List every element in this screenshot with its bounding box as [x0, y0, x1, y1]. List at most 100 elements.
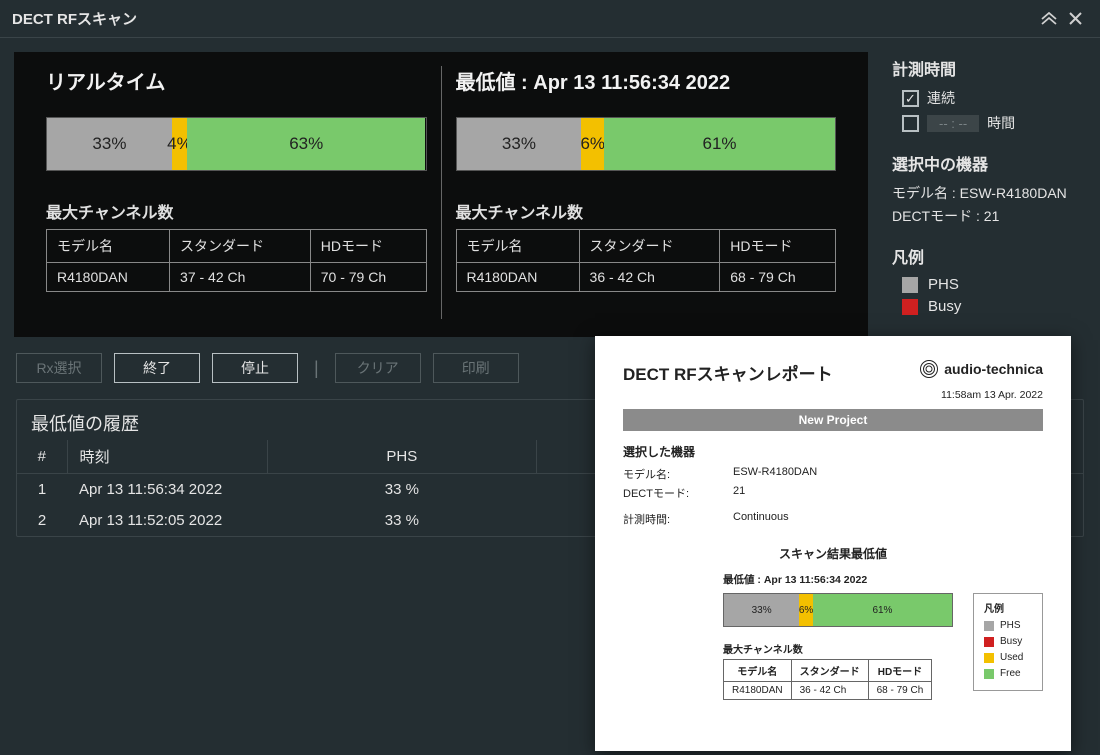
rep-time-v: Continuous	[733, 511, 789, 527]
report-maxch-label: 最大チャンネル数	[723, 641, 953, 656]
max-ch-label: 最大チャンネル数	[46, 199, 427, 223]
legend-title: 凡例	[892, 244, 1086, 268]
legend-swatch	[902, 299, 918, 315]
history-th[interactable]: PHS	[267, 440, 537, 474]
report-bar: 33%6%61%	[723, 593, 953, 627]
hours-input[interactable]: -- : --	[927, 115, 979, 132]
rep-model-v: ESW-R4180DAN	[733, 466, 817, 482]
brand-logo-icon	[920, 360, 938, 378]
legend-list: PHS Busy	[892, 276, 1086, 315]
checkbox-continuous[interactable]	[902, 90, 919, 107]
bar-segment: 33%	[724, 594, 799, 626]
td-std: 36 - 42 Ch	[579, 263, 720, 292]
rth-hd: HDモード	[868, 660, 932, 682]
history-cell: 33 %	[267, 474, 537, 506]
td-hd: 70 - 79 Ch	[310, 263, 426, 292]
measure-title: 計測時間	[892, 56, 1086, 80]
stop-button[interactable]: 停止	[212, 353, 298, 383]
bar-lowest: 33%6%61%	[456, 117, 837, 171]
report-title: DECT RFスキャンレポート	[623, 360, 920, 385]
model-name: モデル名 : ESW-R4180DAN	[892, 183, 1086, 203]
report-legend-list: PHS Busy Used Free	[984, 620, 1032, 679]
table-lowest: モデル名 スタンダード HDモード R4180DAN 36 - 42 Ch 68…	[456, 229, 837, 292]
hours-label: 時間	[987, 113, 1015, 133]
clear-button: クリア	[335, 353, 421, 383]
bar-segment: 33%	[47, 118, 172, 170]
rep-dect-v: 21	[733, 485, 745, 501]
bar-segment: 6%	[581, 118, 604, 170]
panel-title-realtime: リアルタイム	[46, 66, 427, 95]
legend-item: PHS	[984, 620, 1032, 631]
brand: audio-technica	[920, 360, 1043, 378]
td-model: R4180DAN	[456, 263, 579, 292]
rep-model-k: モデル名:	[623, 466, 733, 482]
history-cell: Apr 13 11:56:34 2022	[67, 474, 267, 506]
rep-time-k: 計測時間:	[623, 511, 733, 527]
legend-label: Free	[1000, 668, 1021, 679]
selected-device-title: 選択中の機器	[892, 151, 1086, 175]
report-result-title: スキャン結果最低値	[623, 545, 1043, 562]
chart-panels: リアルタイム 33%4%63% 最大チャンネル数 モデル名 スタンダード HDモ…	[14, 52, 868, 337]
rep-dect-k: DECTモード:	[623, 485, 733, 501]
legend-item: PHS	[902, 276, 1086, 293]
legend-item: Busy	[902, 298, 1086, 315]
bar-segment: 6%	[799, 594, 813, 626]
title-bar: DECT RFスキャン	[0, 0, 1100, 38]
close-icon[interactable]	[1062, 11, 1088, 26]
td-std: 37 - 42 Ch	[170, 263, 311, 292]
legend-label: Busy	[928, 298, 961, 315]
bar-realtime: 33%4%63%	[46, 117, 427, 171]
th-model: モデル名	[456, 230, 579, 263]
panel-lowest: 最低値 : Apr 13 11:56:34 2022 33%6%61% 最大チャ…	[441, 66, 851, 319]
legend-swatch	[984, 669, 994, 679]
bar-segment: 63%	[187, 118, 425, 170]
rx-select-button: Rx選択	[16, 353, 102, 383]
end-button[interactable]: 終了	[114, 353, 200, 383]
continuous-label: 連続	[927, 88, 955, 108]
panel-realtime: リアルタイム 33%4%63% 最大チャンネル数 モデル名 スタンダード HDモ…	[32, 66, 441, 319]
bar-segment: 61%	[813, 594, 952, 626]
table-realtime: モデル名 スタンダード HDモード R4180DAN 37 - 42 Ch 70…	[46, 229, 427, 292]
legend-label: Busy	[1000, 636, 1022, 647]
rth-model: モデル名	[724, 660, 792, 682]
legend-label: PHS	[928, 276, 959, 293]
legend-swatch	[902, 277, 918, 293]
legend-item: Used	[984, 652, 1032, 663]
td-hd: 68 - 79 Ch	[720, 263, 836, 292]
history-cell: 33 %	[267, 505, 537, 536]
report-sub: 最低値 : Apr 13 11:56:34 2022	[723, 572, 1043, 587]
legend-swatch	[984, 653, 994, 663]
print-button: 印刷	[433, 353, 519, 383]
th-hd: HDモード	[720, 230, 836, 263]
bar-segment: 61%	[604, 118, 835, 170]
th-hd: HDモード	[310, 230, 426, 263]
report-selected-title: 選択した機器	[623, 443, 1043, 460]
history-cell: 1	[17, 474, 67, 506]
bar-segment: 33%	[457, 118, 582, 170]
button-separator: |	[314, 358, 319, 379]
brand-name: audio-technica	[944, 361, 1043, 377]
report-timestamp: 11:58am 13 Apr. 2022	[623, 389, 1043, 401]
legend-swatch	[984, 621, 994, 631]
legend-label: PHS	[1000, 620, 1021, 631]
report-legend-title: 凡例	[984, 600, 1032, 615]
td-model: R4180DAN	[47, 263, 170, 292]
history-th[interactable]: 時刻	[67, 440, 267, 474]
history-cell: Apr 13 11:52:05 2022	[67, 505, 267, 536]
history-th[interactable]: #	[17, 440, 67, 474]
report-table: モデル名 スタンダード HDモード R4180DAN 36 - 42 Ch 68…	[723, 659, 932, 700]
report-legend: 凡例 PHS Busy Used Free	[973, 593, 1043, 691]
legend-label: Used	[1000, 652, 1023, 663]
checkbox-hours[interactable]	[902, 115, 919, 132]
th-model: モデル名	[47, 230, 170, 263]
dect-mode: DECTモード : 21	[892, 206, 1086, 226]
collapse-icon[interactable]	[1036, 12, 1062, 26]
rtd-model: R4180DAN	[724, 682, 792, 700]
rth-std: スタンダード	[791, 660, 868, 682]
rtd-std: 36 - 42 Ch	[791, 682, 868, 700]
report-popup: DECT RFスキャンレポート audio-technica 11:58am 1…	[595, 336, 1071, 751]
project-bar: New Project	[623, 409, 1043, 431]
th-std: スタンダード	[170, 230, 311, 263]
bar-segment: 4%	[172, 118, 187, 170]
th-std: スタンダード	[579, 230, 720, 263]
